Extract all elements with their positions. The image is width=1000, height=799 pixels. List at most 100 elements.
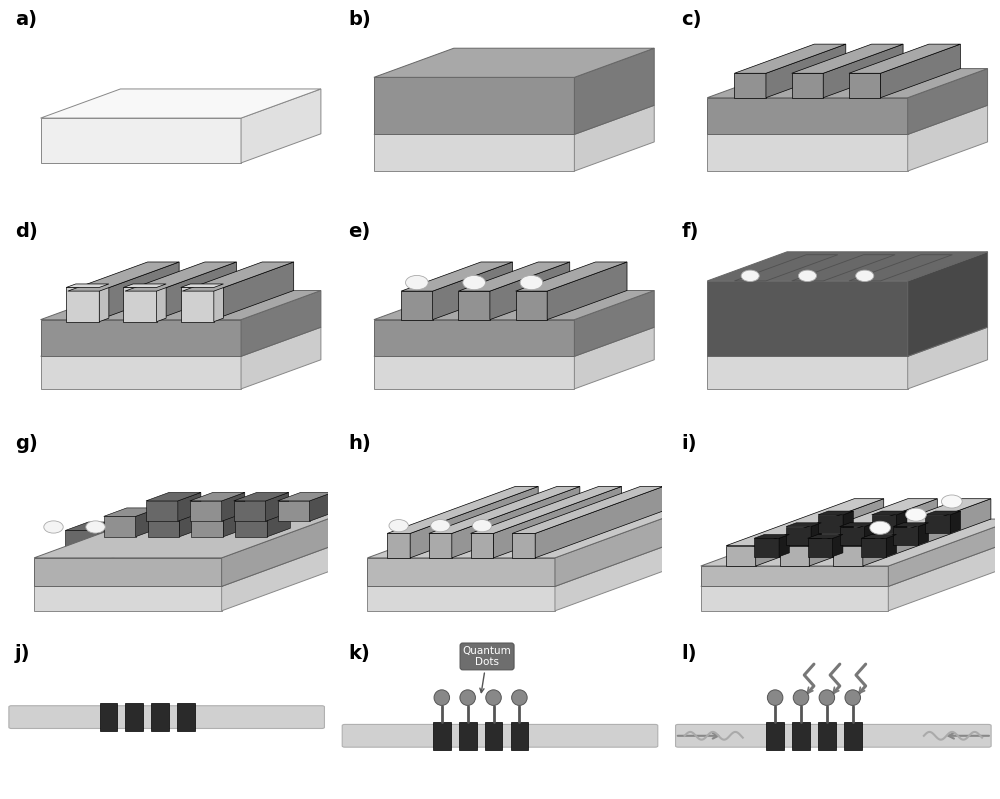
Polygon shape	[818, 515, 843, 533]
Circle shape	[856, 270, 874, 281]
Bar	[459, 721, 477, 749]
Polygon shape	[833, 535, 843, 557]
Polygon shape	[197, 531, 229, 551]
Polygon shape	[125, 262, 236, 291]
Polygon shape	[104, 516, 136, 537]
Polygon shape	[141, 522, 164, 551]
Polygon shape	[214, 262, 294, 320]
Bar	[766, 721, 784, 749]
Polygon shape	[701, 519, 1000, 566]
Polygon shape	[241, 291, 321, 356]
Polygon shape	[223, 508, 246, 537]
Polygon shape	[41, 320, 241, 356]
Ellipse shape	[819, 690, 835, 706]
Polygon shape	[374, 105, 654, 134]
Bar	[151, 703, 169, 731]
Polygon shape	[863, 499, 991, 566]
Polygon shape	[65, 522, 120, 531]
Polygon shape	[234, 492, 289, 501]
Bar	[818, 721, 836, 749]
Polygon shape	[136, 508, 159, 537]
Polygon shape	[865, 523, 875, 545]
Polygon shape	[41, 118, 241, 163]
Polygon shape	[574, 327, 654, 389]
FancyBboxPatch shape	[9, 706, 324, 729]
Polygon shape	[888, 539, 1000, 610]
Polygon shape	[222, 492, 245, 521]
Polygon shape	[97, 522, 120, 551]
Polygon shape	[707, 69, 988, 97]
Polygon shape	[908, 327, 988, 389]
Text: k): k)	[348, 644, 370, 663]
Text: c): c)	[681, 10, 702, 29]
Circle shape	[389, 519, 408, 532]
Polygon shape	[191, 516, 223, 537]
Polygon shape	[516, 291, 547, 320]
Polygon shape	[574, 291, 654, 356]
Polygon shape	[310, 492, 333, 521]
Bar	[844, 721, 862, 749]
Polygon shape	[908, 252, 988, 356]
Polygon shape	[66, 284, 109, 288]
Circle shape	[86, 521, 105, 533]
Polygon shape	[267, 508, 290, 537]
Polygon shape	[574, 48, 654, 134]
Polygon shape	[808, 535, 843, 539]
Polygon shape	[779, 535, 789, 557]
Polygon shape	[893, 523, 929, 527]
Polygon shape	[734, 44, 846, 74]
Polygon shape	[897, 511, 907, 533]
Polygon shape	[833, 499, 991, 546]
Polygon shape	[66, 288, 99, 322]
Polygon shape	[109, 522, 164, 531]
Polygon shape	[157, 284, 166, 322]
Polygon shape	[754, 535, 789, 539]
Polygon shape	[34, 586, 222, 610]
Polygon shape	[182, 262, 294, 291]
Text: l): l)	[681, 644, 697, 663]
Polygon shape	[950, 511, 961, 533]
Polygon shape	[374, 134, 574, 171]
Text: a): a)	[15, 10, 37, 29]
Polygon shape	[65, 531, 97, 551]
Polygon shape	[181, 288, 214, 322]
Polygon shape	[401, 262, 512, 291]
Polygon shape	[458, 291, 490, 320]
Bar	[100, 703, 117, 731]
Polygon shape	[555, 511, 683, 586]
Polygon shape	[808, 539, 833, 557]
Polygon shape	[754, 539, 779, 557]
Ellipse shape	[512, 690, 527, 706]
Polygon shape	[452, 487, 580, 558]
Polygon shape	[41, 291, 321, 320]
Circle shape	[431, 519, 450, 532]
Polygon shape	[925, 511, 961, 515]
Polygon shape	[786, 523, 821, 527]
Polygon shape	[849, 44, 960, 74]
Polygon shape	[178, 492, 201, 521]
Polygon shape	[181, 284, 223, 288]
Polygon shape	[840, 523, 875, 527]
Polygon shape	[861, 535, 896, 539]
Polygon shape	[367, 511, 683, 558]
Polygon shape	[458, 262, 570, 291]
Polygon shape	[726, 499, 884, 546]
Ellipse shape	[486, 690, 501, 706]
Polygon shape	[880, 44, 960, 97]
Polygon shape	[512, 534, 535, 558]
Bar	[511, 721, 528, 749]
Polygon shape	[433, 262, 512, 320]
Text: i): i)	[681, 434, 697, 452]
Polygon shape	[701, 586, 888, 610]
Text: Quantum
Dots: Quantum Dots	[463, 646, 511, 693]
Bar	[125, 703, 143, 731]
Text: e): e)	[348, 222, 370, 240]
Polygon shape	[41, 356, 241, 389]
Text: f): f)	[681, 222, 699, 240]
Polygon shape	[833, 546, 863, 566]
Polygon shape	[701, 539, 1000, 586]
Polygon shape	[68, 291, 99, 320]
Polygon shape	[235, 516, 267, 537]
Polygon shape	[792, 255, 895, 281]
Polygon shape	[185, 522, 208, 551]
